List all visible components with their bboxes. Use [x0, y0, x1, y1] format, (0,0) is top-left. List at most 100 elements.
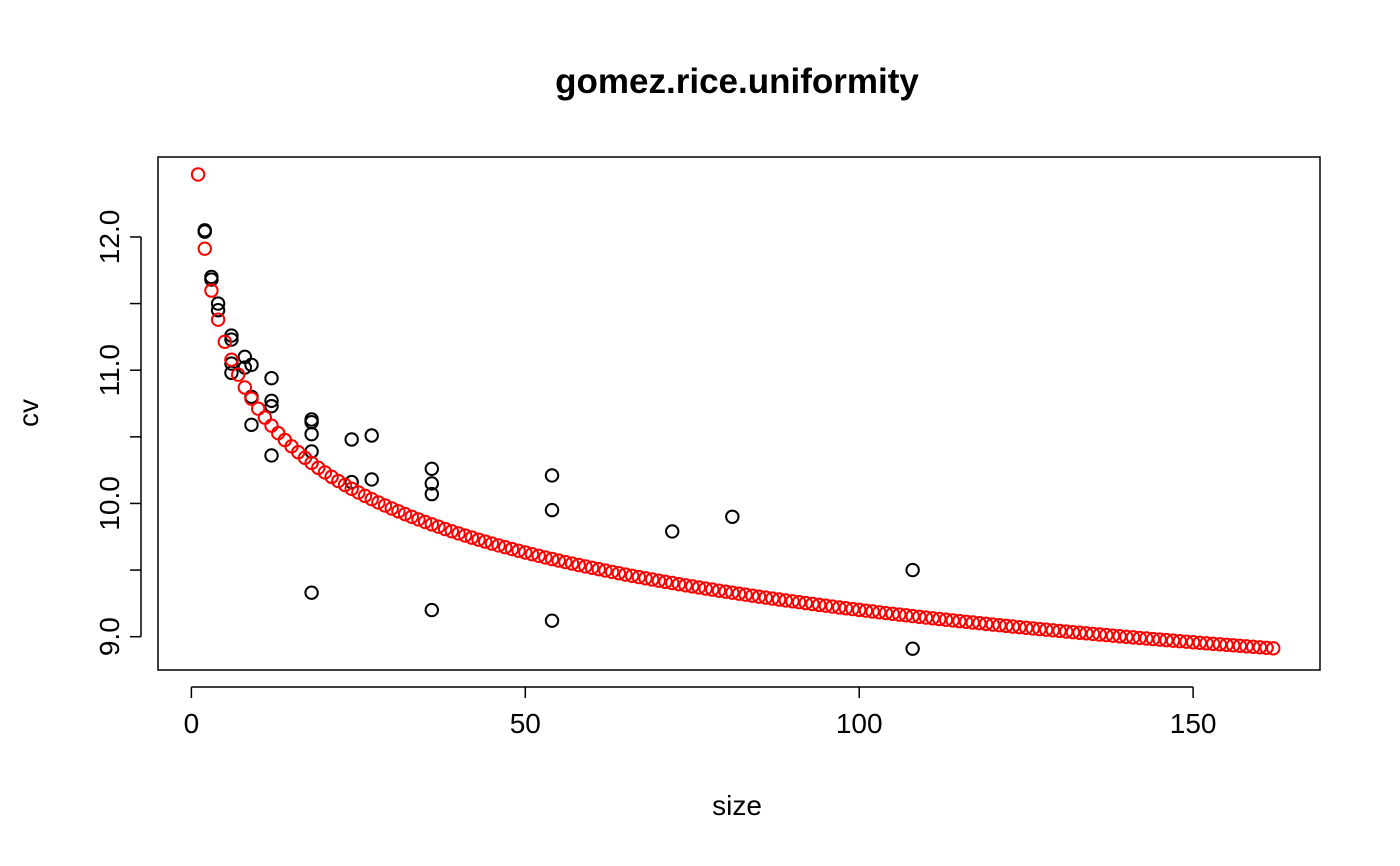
- fitted-point: [865, 604, 880, 619]
- fitted-point: [1172, 633, 1187, 649]
- fitted-point: [872, 605, 887, 620]
- fitted-point: [571, 557, 586, 573]
- fitted-point: [384, 501, 399, 516]
- fitted-point: [932, 611, 947, 627]
- observed-point: [424, 476, 439, 491]
- fitted-point: [925, 611, 940, 626]
- fitted-point: [992, 618, 1007, 633]
- y-tick-label: 9.0: [94, 617, 125, 656]
- fitted-point: [1165, 633, 1181, 648]
- fitted-point: [1018, 620, 1034, 635]
- fitted-point: [1139, 631, 1154, 646]
- fitted-point: [852, 602, 867, 618]
- observed-point: [344, 474, 359, 490]
- fitted-point: [591, 562, 606, 577]
- fitted-point: [845, 601, 860, 617]
- fitted-point: [230, 367, 246, 382]
- fitted-point: [417, 514, 433, 530]
- fitted-point: [972, 616, 987, 631]
- fitted-point: [618, 567, 633, 582]
- fitted-point: [765, 591, 780, 606]
- fitted-point: [1039, 622, 1054, 637]
- fitted-point: [758, 590, 773, 605]
- fitted-point: [364, 492, 379, 507]
- observed-point: [264, 393, 279, 409]
- x-axis: 0 50 100 150: [184, 686, 1216, 739]
- fitted-point: [751, 589, 767, 604]
- fitted-point: [1005, 619, 1020, 634]
- fitted-point: [918, 610, 934, 625]
- y-tick-label: 10.0: [94, 476, 125, 530]
- observed-point: [544, 468, 560, 483]
- data-points: [190, 167, 1281, 656]
- fitted-point: [484, 536, 500, 551]
- fitted-point: [1072, 625, 1087, 640]
- y-tick-label: 12.0: [94, 210, 125, 265]
- observed-point: [204, 272, 219, 287]
- fitted-point: [264, 418, 279, 433]
- fitted-point: [551, 553, 566, 568]
- fitted-point: [1159, 632, 1174, 648]
- y-tick-label: 11.0: [94, 344, 125, 396]
- fitted-point: [437, 521, 453, 537]
- fitted-point: [1246, 639, 1261, 655]
- fitted-point: [731, 586, 747, 601]
- chart-title: gomez.rice.uniformity: [555, 62, 919, 101]
- observed-point: [344, 432, 359, 447]
- fitted-point: [237, 380, 253, 395]
- fitted-point: [458, 528, 473, 543]
- fitted-point: [1199, 636, 1214, 651]
- fitted-point: [1212, 637, 1228, 652]
- fitted-point: [1266, 641, 1281, 656]
- fitted-point: [1085, 626, 1101, 642]
- fitted-point: [217, 334, 232, 350]
- fitted-point: [431, 519, 446, 534]
- fitted-point: [998, 618, 1014, 634]
- fitted-point: [711, 583, 727, 598]
- fitted-point: [404, 509, 419, 524]
- observed-point: [244, 417, 259, 433]
- fitted-point: [524, 546, 540, 562]
- fitted-point: [611, 566, 626, 581]
- fitted-point: [1192, 635, 1207, 650]
- observed-point: [224, 356, 239, 371]
- fitted-point: [785, 594, 800, 609]
- fitted-point: [665, 575, 680, 591]
- fitted-point: [912, 609, 927, 625]
- fitted-point: [952, 613, 967, 629]
- fitted-point: [1239, 639, 1254, 654]
- fitted-point: [858, 603, 874, 618]
- fitted-point: [210, 312, 226, 327]
- fitted-point: [818, 598, 834, 613]
- x-tick-label: 50: [510, 708, 541, 739]
- fitted-point: [397, 506, 413, 522]
- observed-point: [304, 585, 319, 600]
- fitted-point: [1219, 637, 1234, 653]
- fitted-point: [905, 608, 920, 624]
- observed-point: [665, 524, 680, 539]
- fitted-point: [698, 581, 713, 596]
- observed-point: [364, 472, 379, 487]
- fitted-point: [705, 582, 720, 597]
- x-tick-label: 0: [184, 708, 200, 739]
- fitted-point: [644, 572, 660, 587]
- fitted-point: [391, 504, 406, 519]
- fitted-point: [1259, 640, 1274, 656]
- fitted-point: [805, 596, 820, 612]
- fitted-point: [738, 587, 753, 602]
- observed-point: [905, 562, 920, 578]
- fitted-point: [631, 569, 647, 585]
- fitted-point: [651, 573, 667, 588]
- fitted-point: [718, 584, 733, 599]
- observed-point: [424, 486, 439, 502]
- fitted-point: [778, 593, 793, 608]
- fitted-point: [691, 580, 707, 595]
- fitted-point: [371, 495, 386, 510]
- observed-point: [544, 613, 560, 628]
- fitted-point: [1145, 631, 1161, 647]
- fitted-point: [564, 556, 580, 571]
- observed-point: [244, 357, 259, 373]
- observed-point: [424, 602, 439, 618]
